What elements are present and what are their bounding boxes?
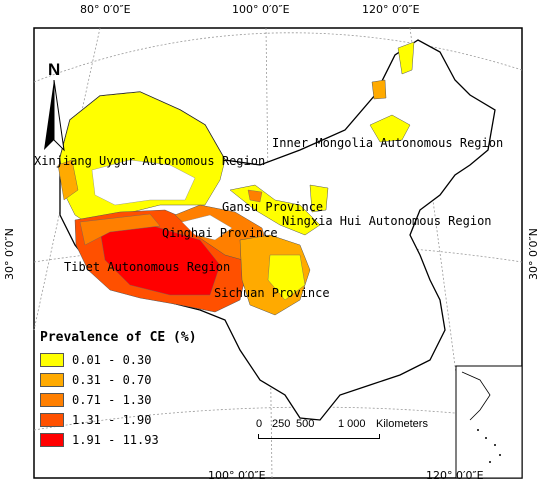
legend-item: 0.01 - 0.30 xyxy=(40,351,260,369)
legend-swatch xyxy=(40,393,64,407)
legend-item: 1.31 - 1.90 xyxy=(40,411,260,429)
legend-swatch xyxy=(40,433,64,447)
inset-islands xyxy=(477,429,501,463)
scale-label-1000: 1 000 xyxy=(338,418,366,430)
region-inner-mongolia-3 xyxy=(371,79,387,100)
region-inner-mongolia-1 xyxy=(369,114,411,143)
grat-left-30n: 30° 0′0″N xyxy=(3,228,16,280)
legend-label: 0.31 - 0.70 xyxy=(72,373,152,387)
legend-label: 1.91 - 11.93 xyxy=(72,433,159,447)
legend-label: 1.31 - 1.90 xyxy=(72,413,152,427)
region-xinjiang-desert xyxy=(91,159,196,206)
region-tibet-north xyxy=(79,213,161,246)
north-arrow-icon xyxy=(44,80,65,152)
grat-top-80e: 80° 0′0″E xyxy=(80,3,131,16)
label-tibet: Tibet Autonomous Region xyxy=(64,260,231,274)
scale-bar-line xyxy=(258,434,380,439)
label-qinghai: Qinghai Province xyxy=(162,226,278,240)
label-gansu: Gansu Province xyxy=(222,200,324,214)
region-qinghai-white xyxy=(181,214,233,241)
scale-label-unit: Kilometers xyxy=(376,418,428,430)
north-arrow-label: N xyxy=(48,60,61,79)
grat-top-120e: 120° 0′0″E xyxy=(362,3,420,16)
region-tibet-core xyxy=(99,224,221,296)
scale-bar: 0 250 500 1 000 Kilometers xyxy=(246,418,446,442)
grat-right-30n: 30° 0′0″N xyxy=(527,228,540,280)
label-xinjiang: Xinjiang Uygur Autonomous Region xyxy=(34,154,266,168)
grat-bottom-100e: 100° 0′0″E xyxy=(208,469,266,482)
label-sichuan: Sichuan Province xyxy=(214,286,330,300)
legend-title: Prevalence of CE (%) xyxy=(40,330,197,345)
legend-swatch xyxy=(40,373,64,387)
grat-bottom-120e: 120° 0′0″E xyxy=(426,469,484,482)
legend-item: 1.91 - 11.93 xyxy=(40,431,260,449)
region-sichuan-east xyxy=(267,254,306,301)
label-ningxia: Ningxia Hui Autonomous Region xyxy=(282,214,492,228)
region-gansu-orange xyxy=(247,189,263,203)
legend-label: 0.71 - 1.30 xyxy=(72,393,152,407)
legend-item: 0.71 - 1.30 xyxy=(40,391,260,409)
legend-item: 0.31 - 0.70 xyxy=(40,371,260,389)
legend-swatch xyxy=(40,353,64,367)
scale-label-250: 250 xyxy=(272,418,291,430)
north-arrow: N xyxy=(40,60,76,152)
inset-box xyxy=(455,365,523,479)
legend: Prevalence of CE (%) 0.01 - 0.30 0.31 - … xyxy=(40,330,260,451)
legend-label: 0.01 - 0.30 xyxy=(72,353,152,367)
label-inner-mongolia: Inner Mongolia Autonomous Region xyxy=(272,136,504,150)
grat-top-100e: 100° 0′0″E xyxy=(232,3,290,16)
scale-label-0: 0 xyxy=(256,418,263,430)
legend-swatch xyxy=(40,413,64,427)
region-ningxia xyxy=(309,184,329,213)
scale-label-500: 500 xyxy=(296,418,315,430)
region-xinjiang-west xyxy=(57,159,79,201)
region-inner-mongolia-2 xyxy=(397,41,415,75)
inset-coast xyxy=(461,371,491,421)
